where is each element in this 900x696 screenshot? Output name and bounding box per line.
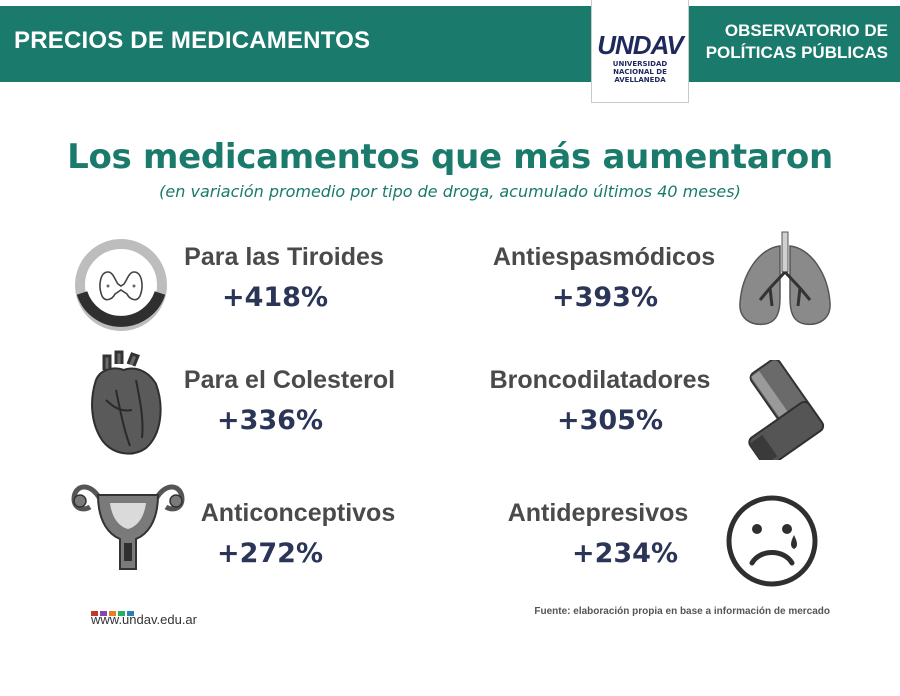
inhaler-icon [748,360,825,460]
footer-source: Fuente: elaboración propia en base a inf… [534,606,830,617]
thyroid-icon [75,239,167,331]
item-value-thyroid: +418% [221,282,329,313]
footer-color-dots [91,603,136,621]
uterus-icon [71,484,185,570]
header-org-line1: OBSERVATORIO DE [724,21,888,40]
footer-url[interactable]: www.undav.edu.ar [91,612,197,627]
footer-dot [91,611,98,616]
logo-line3: AVELLANEDA [614,76,666,84]
heart-icon [91,350,162,455]
header-bar [0,6,900,82]
logo-line2: NACIONAL DE [613,68,667,76]
header-org-line2: POLÍTICAS PÚBLICAS [705,43,888,62]
undav-logo: UNDAV UNIVERSIDAD NACIONAL DE AVELLANEDA [591,0,689,103]
footer-dot [127,611,134,616]
footer-dot [118,611,125,616]
item-label-antidepressants: Antidepresivos [507,499,689,527]
footer-dot [100,611,107,616]
item-label-contraceptives: Anticonceptivos [200,499,396,527]
lungs-icon [739,231,831,326]
header-org: OBSERVATORIO DE POLÍTICAS PÚBLICAS [706,20,888,64]
item-value-cholesterol: +336% [216,405,324,436]
header-title: PRECIOS DE MEDICAMENTOS [14,27,371,54]
logo-line1: UNIVERSIDAD [612,60,668,68]
item-value-contraceptives: +272% [216,538,324,569]
item-value-antidepressants: +234% [571,538,679,569]
item-value-antispasmodics: +393% [551,282,659,313]
item-value-bronchodilators: +305% [556,405,664,436]
item-label-thyroid: Para las Tiroides [184,243,384,271]
sad-face-icon [726,495,818,587]
main-title: Los medicamentos que más aumentaron [67,137,833,177]
item-label-bronchodilators: Broncodilatadores [489,366,711,394]
item-label-cholesterol: Para el Colesterol [183,366,396,394]
footer-dot [109,611,116,616]
logo-mark: UNDAV [597,30,684,60]
logo-subtitle: UNIVERSIDAD NACIONAL DE AVELLANEDA [596,60,684,84]
item-label-antispasmodics: Antiespasmódicos [492,243,716,271]
subtitle: (en variación promedio por tipo de droga… [159,182,741,201]
